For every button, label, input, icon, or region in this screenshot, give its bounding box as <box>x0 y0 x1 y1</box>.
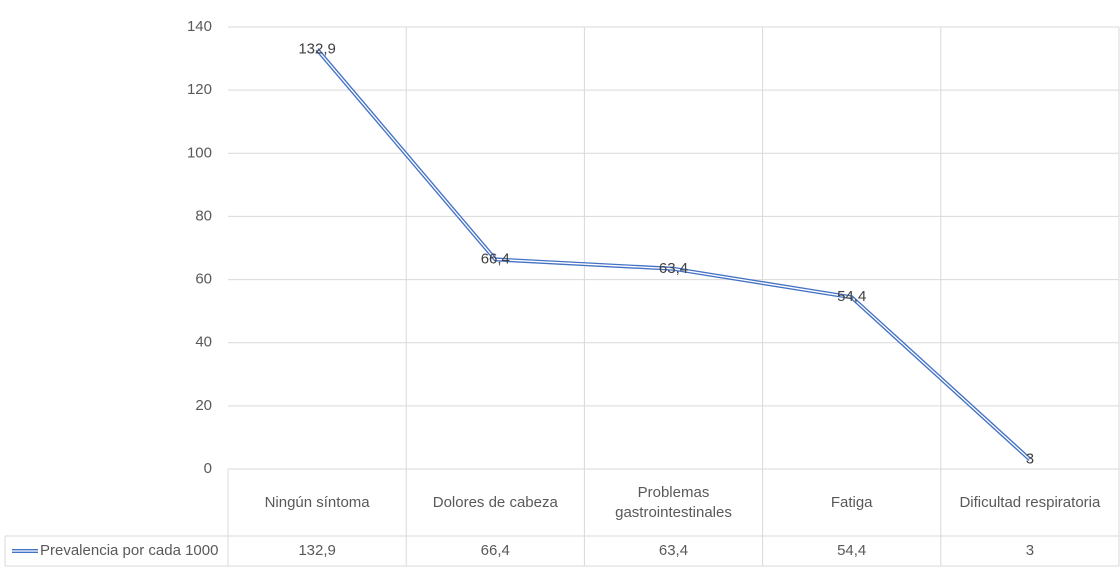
line-series <box>315 48 1032 461</box>
data-label: 66,4 <box>481 250 510 267</box>
table-value: 66,4 <box>480 542 510 559</box>
data-label: 63,4 <box>659 260 688 277</box>
y-tick-label: 80 <box>195 207 212 224</box>
data-label: 54,4 <box>837 288 866 305</box>
category-label: Dificultad respiratoria <box>959 493 1101 511</box>
category-label: Ningún síntoma <box>264 493 370 511</box>
category-label: Problemas gastrointestinales <box>615 483 732 521</box>
table-value: 132,9 <box>298 542 336 559</box>
table-value: 63,4 <box>658 542 689 559</box>
legend-label: Prevalencia por cada 1000 <box>40 542 219 559</box>
y-tick-label: 60 <box>195 271 212 288</box>
y-tick-label: 20 <box>195 397 212 414</box>
y-tick-label: 100 <box>187 144 212 161</box>
line-series-inner <box>316 48 1031 460</box>
table-value: 54,4 <box>837 542 867 559</box>
y-tick-label: 120 <box>187 81 212 98</box>
y-tick-label: 0 <box>204 460 212 477</box>
y-tick-label: 140 <box>187 18 212 35</box>
category-label: Fatiga <box>830 493 873 511</box>
y-tick-label: 40 <box>195 334 212 351</box>
table-value: 3 <box>1025 542 1035 559</box>
data-label: 132,9 <box>298 40 336 57</box>
category-label: Dolores de cabeza <box>432 493 558 511</box>
data-label: 3 <box>1026 450 1034 467</box>
